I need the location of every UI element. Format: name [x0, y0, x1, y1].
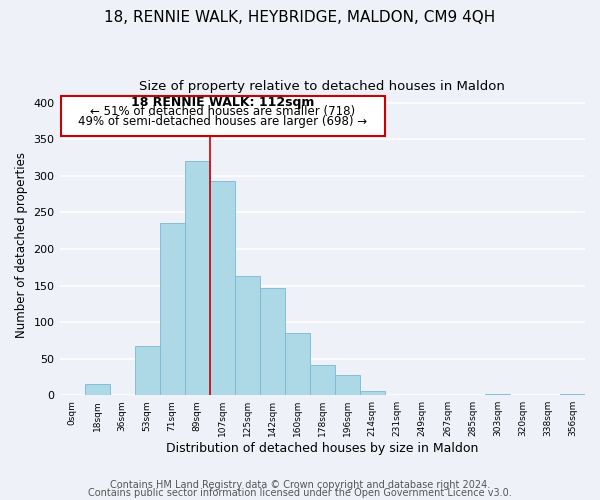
Bar: [310, 364, 335, 395]
Text: Contains public sector information licensed under the Open Government Licence v3: Contains public sector information licen…: [88, 488, 512, 498]
Bar: [235, 276, 260, 395]
Bar: [360, 391, 385, 395]
Bar: [260, 288, 285, 395]
Text: 18, RENNIE WALK, HEYBRIDGE, MALDON, CM9 4QH: 18, RENNIE WALK, HEYBRIDGE, MALDON, CM9 …: [104, 10, 496, 25]
Bar: [185, 162, 209, 395]
Bar: [209, 181, 235, 395]
Title: Size of property relative to detached houses in Maldon: Size of property relative to detached ho…: [139, 80, 505, 93]
X-axis label: Distribution of detached houses by size in Maldon: Distribution of detached houses by size …: [166, 442, 478, 455]
Text: ← 51% of detached houses are smaller (718): ← 51% of detached houses are smaller (71…: [90, 105, 355, 118]
Text: 49% of semi-detached houses are larger (698) →: 49% of semi-detached houses are larger (…: [78, 114, 367, 128]
Bar: [485, 394, 510, 395]
Bar: [335, 376, 360, 395]
Bar: [160, 222, 185, 395]
Bar: [285, 333, 310, 395]
FancyBboxPatch shape: [61, 96, 385, 136]
Bar: [85, 384, 110, 395]
Text: 18 RENNIE WALK: 112sqm: 18 RENNIE WALK: 112sqm: [131, 96, 314, 110]
Y-axis label: Number of detached properties: Number of detached properties: [15, 152, 28, 338]
Text: Contains HM Land Registry data © Crown copyright and database right 2024.: Contains HM Land Registry data © Crown c…: [110, 480, 490, 490]
Bar: [560, 394, 585, 395]
Bar: [134, 346, 160, 395]
